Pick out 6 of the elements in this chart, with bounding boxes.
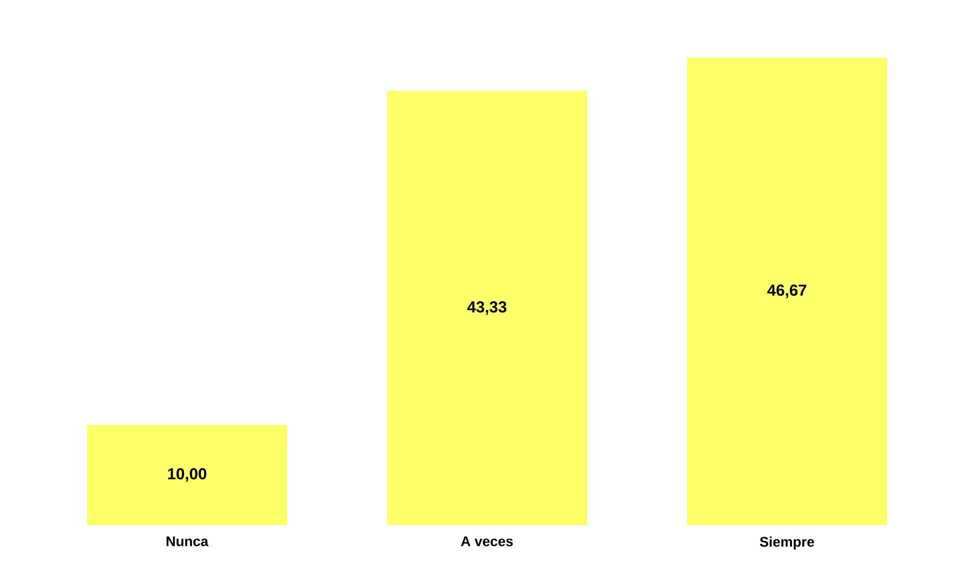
x-tick-label: A veces [460, 536, 513, 546]
data-label: 43,33 [467, 301, 506, 315]
data-label: 10,00 [168, 468, 206, 482]
data-label: 46,67 [767, 284, 806, 298]
x-tick-label: Siempre [760, 536, 814, 550]
x-tick-label: Nunca [166, 536, 208, 546]
